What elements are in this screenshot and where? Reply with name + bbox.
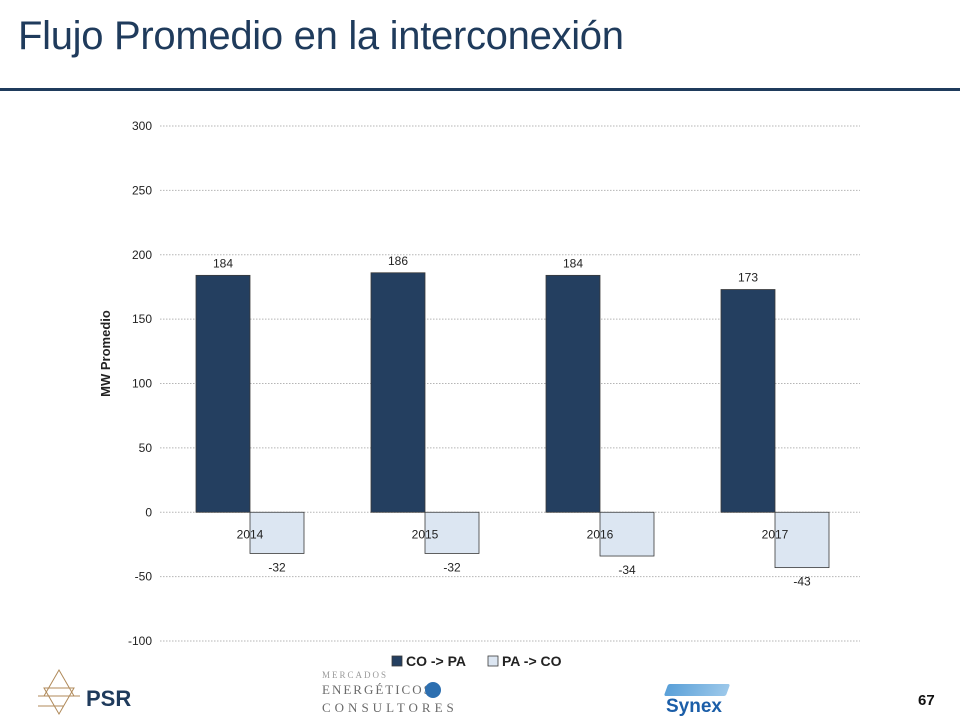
legend-label: PA -> CO — [502, 653, 562, 669]
title-rule — [0, 88, 960, 91]
legend-swatch — [391, 655, 403, 667]
x-tick-label: 2017 — [762, 527, 789, 541]
bar-co-pa — [370, 272, 426, 513]
bar-pa-co — [599, 511, 655, 557]
bar-co-pa — [720, 289, 776, 513]
mec-line-1: MERCADOS — [322, 670, 389, 680]
data-label: -32 — [443, 560, 461, 574]
data-label: -32 — [268, 560, 286, 574]
y-tick-label: 300 — [132, 119, 152, 133]
x-tick-label: 2014 — [237, 527, 264, 541]
data-label: 184 — [563, 256, 583, 270]
synex-logo: Synex — [663, 684, 736, 718]
bar-pa-co — [774, 511, 830, 569]
y-axis-label: MW Promedio — [98, 310, 113, 397]
globe-icon — [425, 682, 441, 698]
data-label: 186 — [388, 254, 408, 268]
y-tick-label: 50 — [139, 441, 153, 455]
psr-logo: PSR — [34, 666, 144, 718]
y-tick-label: 100 — [132, 377, 152, 391]
slide-title: Flujo Promedio en la interconexión — [18, 14, 624, 58]
x-tick-label: 2016 — [587, 527, 614, 541]
mec-line-2: ENERGÉTICOS — [322, 682, 433, 697]
data-label: -43 — [793, 575, 811, 589]
bar-pa-co — [249, 511, 305, 554]
y-tick-label: 250 — [132, 183, 152, 197]
mec-line-3: CONSULTORES — [322, 700, 458, 715]
bar-co-pa — [545, 274, 601, 513]
page-number: 67 — [918, 692, 935, 709]
mercados-energeticos-logo: MERCADOS ENERGÉTICOS CONSULTORES — [322, 670, 472, 718]
psr-wordmark: PSR — [86, 686, 132, 711]
y-tick-label: 200 — [132, 248, 152, 262]
psr-star-icon — [38, 668, 80, 716]
data-label: -34 — [618, 563, 636, 577]
y-tick-label: 0 — [145, 505, 152, 519]
data-label: 173 — [738, 271, 758, 285]
synex-wordmark: Synex — [666, 696, 722, 717]
legend-swatch — [487, 655, 499, 667]
synex-swoosh-icon — [663, 684, 731, 696]
legend-label: CO -> PA — [406, 653, 466, 669]
y-tick-label: -50 — [135, 570, 153, 584]
bar-co-pa — [195, 274, 251, 513]
y-tick-label: 150 — [132, 312, 152, 326]
bar-pa-co — [424, 511, 480, 554]
data-label: 184 — [213, 256, 233, 270]
y-tick-label: -100 — [128, 634, 152, 648]
x-tick-label: 2015 — [412, 527, 439, 541]
